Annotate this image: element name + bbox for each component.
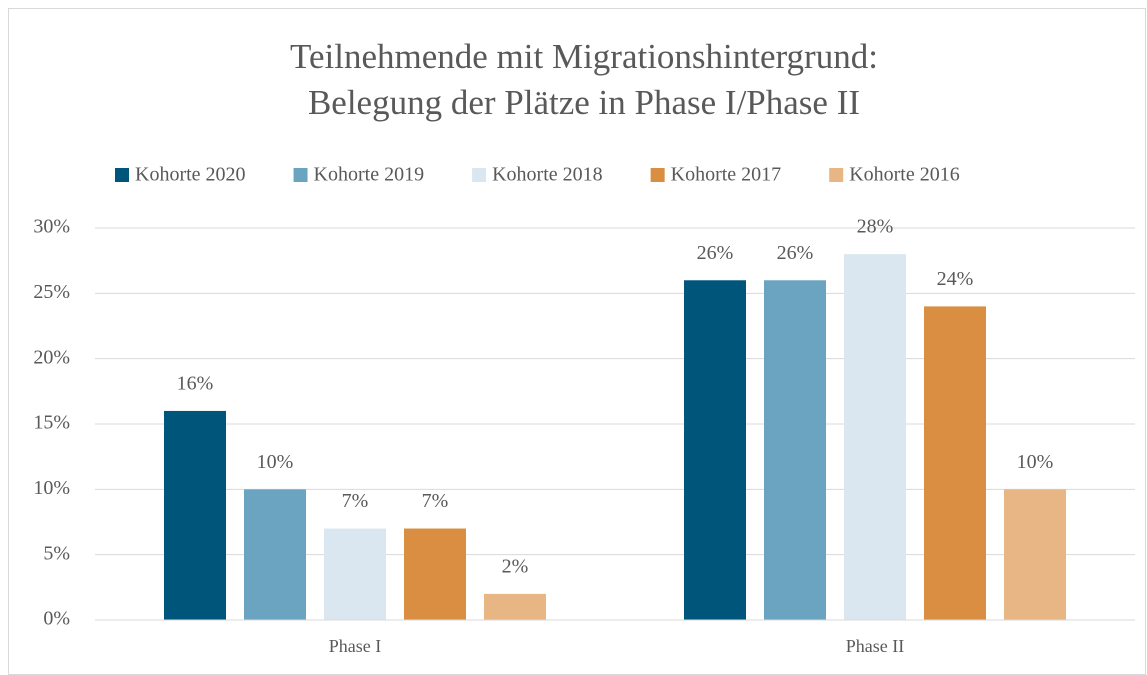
data-label: 26% xyxy=(777,242,814,264)
legend-label: Kohorte 2016 xyxy=(849,164,960,186)
legend-label: Kohorte 2019 xyxy=(314,164,425,186)
bar xyxy=(844,254,906,620)
data-label: 10% xyxy=(257,451,294,473)
y-tick-label: 5% xyxy=(43,542,70,564)
legend-label: Kohorte 2017 xyxy=(671,164,782,186)
legend-label: Kohorte 2020 xyxy=(135,164,246,186)
bar xyxy=(764,280,826,620)
y-tick-label: 10% xyxy=(33,477,70,499)
y-tick-label: 15% xyxy=(33,412,70,434)
legend-label: Kohorte 2018 xyxy=(492,164,603,186)
data-label: 26% xyxy=(697,242,734,264)
bar xyxy=(164,410,226,620)
data-label: 24% xyxy=(937,268,974,290)
bar xyxy=(244,489,306,620)
data-label: 10% xyxy=(1017,451,1054,473)
y-tick-label: 0% xyxy=(43,608,70,630)
y-tick-label: 25% xyxy=(33,281,70,303)
data-label: 28% xyxy=(857,216,894,238)
legend-swatch xyxy=(115,168,129,182)
legend-swatch xyxy=(293,168,308,182)
chart-title: Belegung der Plätze in Phase I/Phase II xyxy=(308,83,860,122)
bar xyxy=(484,593,546,620)
y-tick-label: 20% xyxy=(33,346,70,368)
x-tick-label: Phase II xyxy=(846,636,904,656)
bar xyxy=(924,306,986,620)
bar xyxy=(324,528,386,620)
data-label: 7% xyxy=(342,490,369,512)
y-tick-label: 30% xyxy=(33,216,70,238)
data-label: 7% xyxy=(422,490,449,512)
bar xyxy=(684,280,746,620)
bar xyxy=(1004,489,1066,620)
legend-swatch xyxy=(472,168,487,182)
legend-swatch xyxy=(650,168,665,182)
data-label: 2% xyxy=(502,555,529,577)
chart-title: Teilnehmende mit Migrationshintergrund: xyxy=(290,37,878,76)
x-tick-label: Phase I xyxy=(329,636,382,656)
legend-swatch xyxy=(829,168,844,182)
data-label: 16% xyxy=(177,373,214,395)
bar xyxy=(404,528,466,620)
